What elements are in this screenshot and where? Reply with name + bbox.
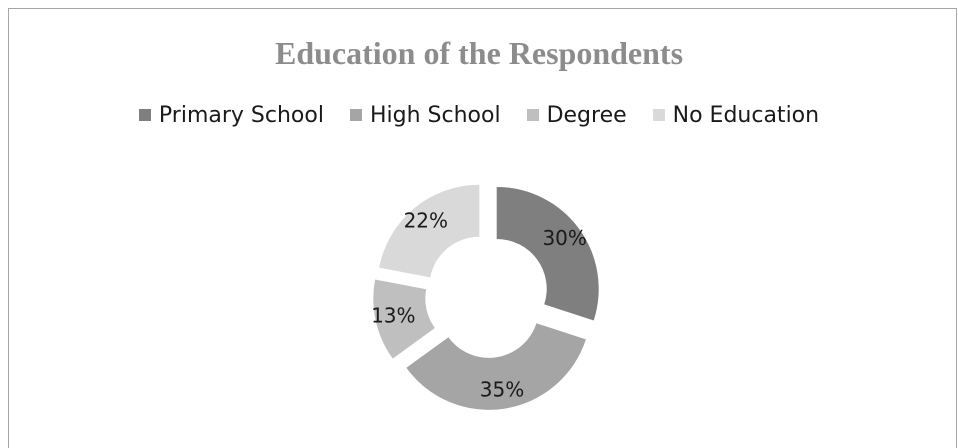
legend-label: High School bbox=[369, 102, 501, 128]
donut-chart: 30% 35% 13% 22% bbox=[371, 184, 599, 410]
chart-title: Education of the Respondents bbox=[274, 35, 684, 71]
donut-slice-degree bbox=[373, 279, 435, 359]
data-label-high-school: 35% bbox=[480, 377, 524, 401]
donut-slice-high-school bbox=[406, 323, 586, 410]
legend-item-degree: Degree bbox=[526, 102, 627, 128]
legend-swatch bbox=[526, 109, 539, 121]
legend: Primary School High School Degree No Edu… bbox=[0, 100, 958, 130]
legend-swatch bbox=[138, 109, 151, 121]
legend-item-primary-school: Primary School bbox=[138, 102, 324, 128]
legend-swatch bbox=[349, 109, 362, 121]
legend-label: Primary School bbox=[158, 102, 324, 128]
legend-label: No Education bbox=[672, 102, 820, 128]
legend-label: Degree bbox=[546, 102, 627, 128]
legend-swatch bbox=[652, 109, 665, 121]
data-label-degree: 13% bbox=[371, 303, 415, 327]
data-label-no-education: 22% bbox=[404, 209, 448, 233]
donut-slice-primary-school bbox=[496, 186, 599, 321]
legend-item-no-education: No Education bbox=[652, 102, 820, 128]
donut-slice-no-education bbox=[379, 184, 480, 278]
data-label-primary-school: 30% bbox=[542, 226, 586, 250]
legend-item-high-school: High School bbox=[349, 102, 501, 128]
